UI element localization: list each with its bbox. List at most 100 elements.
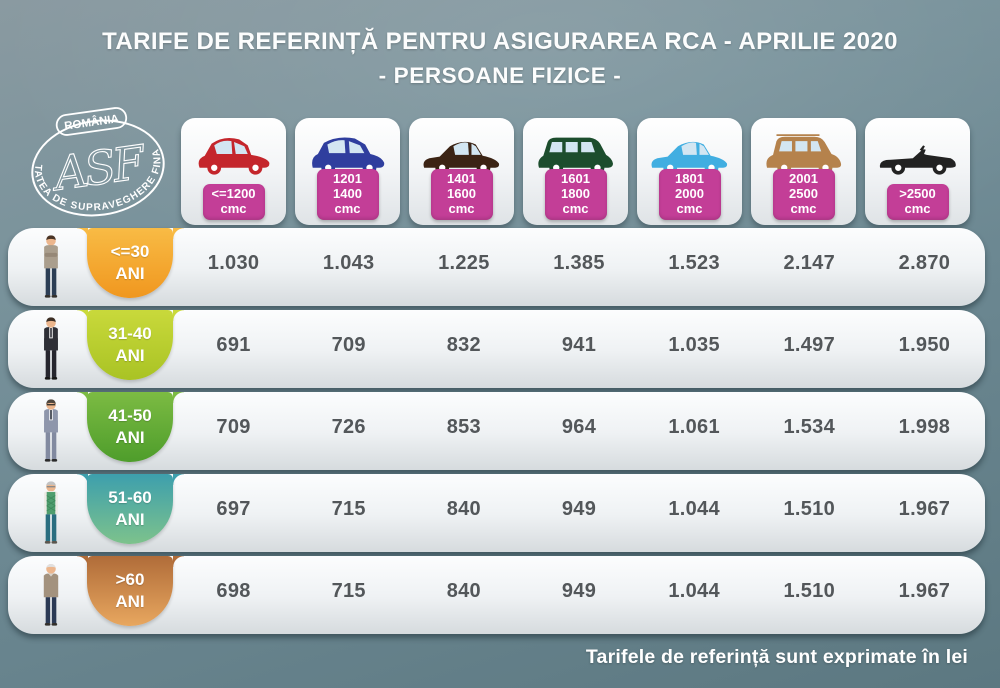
cc-line: cmc	[220, 201, 247, 217]
age-unit: ANI	[115, 510, 145, 529]
tariff-value: 698	[216, 579, 251, 602]
cc-line: 2500	[789, 186, 818, 202]
tariff-value: 1.044	[668, 497, 720, 520]
cc-line: cmc	[448, 201, 475, 217]
age-range: >60	[115, 569, 145, 589]
age-group-row: <=30 ANI 1.030 1.043 1.225 1.385 1.523 2…	[8, 228, 985, 306]
tariff-values: 697 715 840 949 1.044 1.510 1.967	[176, 474, 982, 544]
engine-capacity-label: 1401 1600 cmc	[430, 169, 493, 220]
adult-man-suit-figure	[44, 317, 58, 380]
cc-line: cmc	[562, 201, 589, 217]
cc-line: 2000	[675, 186, 704, 202]
vehicle-class-card: 2001 2500 cmc	[751, 118, 856, 225]
tariff-value: 726	[331, 415, 366, 438]
tariff-values: 1.030 1.043 1.225 1.385 1.523 2.147 2.87…	[176, 228, 982, 298]
tariff-value: 1.044	[668, 579, 720, 602]
tariff-value: 697	[216, 497, 251, 520]
tariff-value: 1.510	[783, 579, 836, 602]
tariff-value: 1.030	[207, 251, 260, 274]
tariff-value: 1.497	[783, 333, 836, 356]
vehicle-class-card: 1201 1400 cmc	[295, 118, 400, 225]
title-line-2: - PERSOANE FIZICE -	[378, 63, 622, 88]
age-range: 41-50	[108, 405, 152, 425]
tariff-value: 949	[561, 579, 597, 602]
age-range: <=30	[110, 241, 150, 261]
vehicle-class-card: 1401 1600 cmc	[409, 118, 514, 225]
age-badge: <=30 ANI	[76, 228, 184, 298]
tariff-value: 1.035	[668, 333, 720, 356]
tariff-value: 715	[331, 497, 366, 520]
cc-line: 2001	[789, 171, 818, 187]
engine-capacity-label: 1201 1400 cmc	[316, 169, 379, 220]
engine-capacity-label: <=1200 cmc	[202, 184, 265, 220]
title-line-1: TARIFE DE REFERINȚĂ PENTRU ASIGURAREA RC…	[102, 28, 898, 55]
age-range: 31-40	[108, 323, 152, 343]
tariff-values: 709 726 853 964 1.061 1.534 1.998	[176, 392, 982, 462]
convertible-car-icon	[875, 131, 961, 177]
age-group-row: >60 ANI 698 715 840 949 1.044 1.510 1.96…	[8, 556, 985, 634]
tariff-value: 1.523	[668, 251, 720, 274]
tariff-value: 949	[561, 497, 597, 520]
tariff-value: 1.061	[668, 415, 720, 438]
cc-line: cmc	[790, 201, 817, 217]
tariff-value: 691	[216, 333, 251, 356]
age-group-row: 31-40 ANI 691 709 832 941 1.035 1.497 1.…	[8, 310, 985, 388]
age-group-row: 51-60 ANI 697 715 840 949 1.044 1.510 1.…	[8, 474, 985, 552]
tariff-values: 698 715 840 949 1.044 1.510 1.967	[176, 556, 982, 626]
hatchback-car-icon	[191, 131, 277, 177]
senior-man-vest-figure	[44, 481, 58, 544]
age-badge: 51-60 ANI	[76, 474, 184, 544]
age-badge: >60 ANI	[76, 556, 184, 626]
cc-line: cmc	[904, 201, 931, 217]
currency-note: Tarifele de referință sunt exprimate în …	[585, 646, 968, 668]
tariff-value: 840	[446, 579, 481, 602]
tariff-value: 1.043	[322, 251, 375, 274]
tariff-value: 709	[216, 415, 251, 438]
cc-line: cmc	[334, 201, 361, 217]
age-group-row: 41-50 ANI 709 726 853 964 1.061 1.534 1.…	[8, 392, 985, 470]
age-range: 51-60	[108, 487, 152, 507]
tariff-value: 840	[446, 497, 481, 520]
tariff-value: 709	[331, 333, 366, 356]
engine-capacity-label: 2001 2500 cmc	[772, 169, 835, 220]
tariff-value: 1.950	[898, 333, 951, 356]
cc-line: 1800	[561, 186, 590, 202]
tariff-value: 2.147	[783, 251, 836, 274]
age-unit: ANI	[115, 346, 145, 365]
vehicle-header-row: <=1200 cmc 1201 1400 cmc 1401 1600 cmc	[181, 118, 970, 225]
age-badge: 31-40 ANI	[76, 310, 184, 380]
asf-romania-logo: AUTORITATEA DE SUPRAVEGHERE FINANCIARĂ R…	[14, 104, 170, 225]
vehicle-class-card: 1601 1800 cmc	[523, 118, 628, 225]
cc-line: 1400	[333, 186, 362, 202]
engine-capacity-label: 1601 1800 cmc	[544, 169, 607, 220]
tariff-value: 1.534	[783, 415, 836, 438]
vehicle-class-card: 1801 2000 cmc	[637, 118, 742, 225]
cc-line: 1801	[675, 171, 704, 187]
cc-line: >2500	[899, 186, 936, 202]
vehicle-class-card: >2500 cmc	[865, 118, 970, 225]
elderly-man-figure	[43, 564, 59, 626]
age-unit: ANI	[115, 428, 145, 447]
vehicle-class-card: <=1200 cmc	[181, 118, 286, 225]
tariff-values: 691 709 832 941 1.035 1.497 1.950	[176, 310, 982, 380]
tariff-value: 1.967	[898, 497, 951, 520]
tariff-value: 2.870	[898, 251, 951, 274]
cc-line: 1601	[561, 171, 590, 187]
tariff-value: 1.998	[898, 415, 951, 438]
young-man-figure	[44, 235, 58, 298]
tariff-value: 832	[446, 333, 481, 356]
cc-line: <=1200	[211, 186, 256, 202]
cc-line: 1201	[333, 171, 362, 187]
engine-capacity-label: >2500 cmc	[886, 184, 949, 220]
age-unit: ANI	[115, 592, 145, 611]
tariff-value: 1.385	[553, 251, 605, 274]
cc-line: 1401	[447, 171, 476, 187]
tariff-value: 1.510	[783, 497, 836, 520]
middle-aged-man-figure	[44, 399, 58, 462]
tariff-value: 853	[446, 415, 481, 438]
tariff-value: 715	[331, 579, 366, 602]
tariff-value: 1.967	[898, 579, 951, 602]
page-title: TARIFE DE REFERINȚĂ PENTRU ASIGURAREA RC…	[0, 28, 1000, 89]
tariff-value: 1.225	[438, 251, 490, 274]
